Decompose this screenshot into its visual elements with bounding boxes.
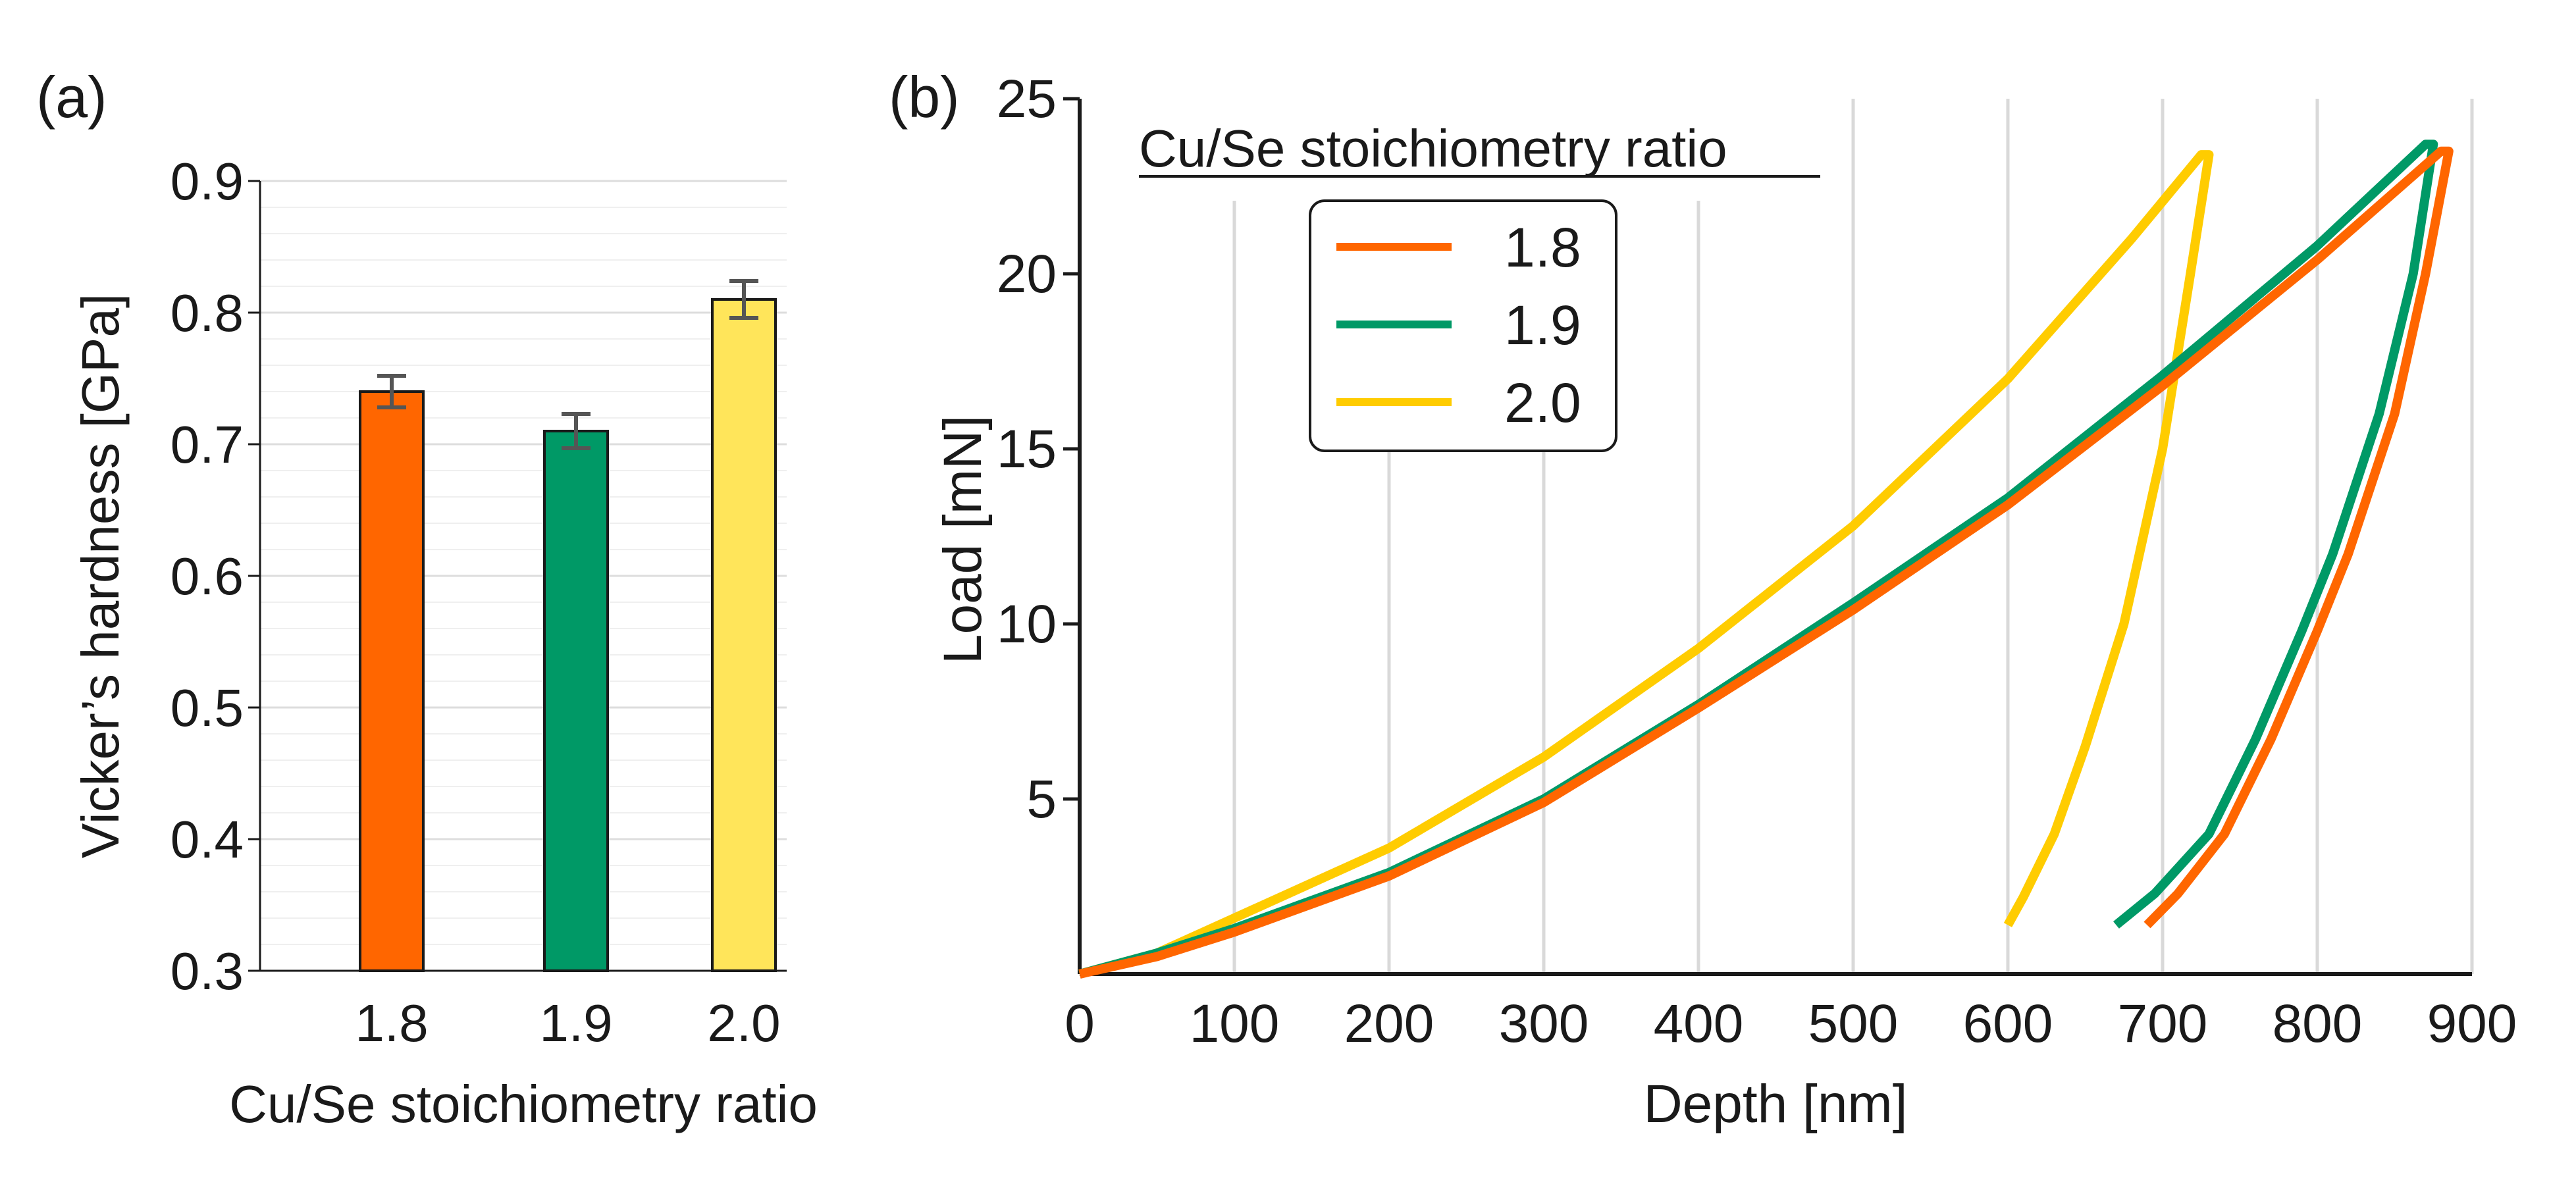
line-chart-x-tick-label: 400 xyxy=(1654,994,1744,1054)
line-chart-x-label: Depth [nm] xyxy=(1643,1074,1907,1134)
bar-chart-x-label: Cu/Se stoichiometry ratio xyxy=(229,1075,818,1133)
series-line-1.8 xyxy=(1078,146,2454,979)
legend-label-1.8: 1.8 xyxy=(1504,217,1581,278)
line-chart-x-tick-label: 800 xyxy=(2273,994,2363,1054)
line-chart-y-tick-label: 20 xyxy=(997,244,1057,304)
bar-chart-bars xyxy=(359,279,777,972)
line-chart-x-tick-label: 700 xyxy=(2118,994,2208,1054)
series-line-1.9 xyxy=(1078,140,2438,979)
legend-label-1.9: 1.9 xyxy=(1504,294,1581,356)
line-chart-y-tick-label: 15 xyxy=(997,419,1057,479)
line-chart-y-tick-label: 10 xyxy=(997,594,1057,654)
bar-chart-gridlines xyxy=(260,180,787,972)
line-chart-x-tick-label: 100 xyxy=(1190,994,1280,1054)
line-chart-x-tick-label: 300 xyxy=(1499,994,1589,1054)
line-chart-y-tick-label: 25 xyxy=(997,69,1057,129)
bar-chart-y-tick-label: 0.3 xyxy=(171,942,244,1000)
bar-chart-x-tick-label: 1.8 xyxy=(355,994,428,1052)
legend-label-2.0: 2.0 xyxy=(1504,372,1581,434)
line-chart: 5 10 15 20 25 0 100 200 300 400 500 600 700 800 900 D… xyxy=(933,69,2517,1134)
bar-chart-y-tick-label: 0.8 xyxy=(171,284,244,342)
bar-chart: 0.3 0.4 0.5 0.6 0.7 0.8 0.9 1.8 1.9 2.0 Cu/Se st… xyxy=(71,152,818,1133)
line-chart-x-tick-label: 0 xyxy=(1065,994,1095,1054)
bar-2.0 xyxy=(711,298,777,972)
bar-chart-y-label: Vicker’s hardness [GPa] xyxy=(71,294,130,858)
series-line-2.0 xyxy=(1078,150,2214,979)
line-chart-y-label: Load [mN] xyxy=(933,415,993,664)
bar-1.8 xyxy=(359,390,425,972)
bar-chart-y-tick-label: 0.7 xyxy=(171,415,244,474)
bar-chart-y-tick-label: 0.4 xyxy=(171,810,244,869)
panel-a-label: (a) xyxy=(36,64,107,130)
legend-items: 1.8 1.9 2.0 xyxy=(1336,217,1581,434)
legend-box xyxy=(1309,199,1617,452)
bar-chart-x-tick-label: 1.9 xyxy=(539,994,612,1052)
bar-chart-y-ticks: 0.3 0.4 0.5 0.6 0.7 0.8 0.9 xyxy=(171,152,260,1000)
line-chart-x-ticks: 0 100 200 300 400 500 600 700 800 900 xyxy=(1065,994,2517,1054)
line-chart-x-tick-label: 500 xyxy=(1808,994,1899,1054)
bar-chart-x-ticks: 1.8 1.9 2.0 xyxy=(355,994,780,1052)
legend-title: Cu/Se stoichiometry ratio xyxy=(1139,119,1727,178)
line-chart-x-tick-label: 600 xyxy=(1963,994,2053,1054)
bar-chart-y-tick-label: 0.5 xyxy=(171,679,244,737)
panel-b-label: (b) xyxy=(889,64,960,130)
line-chart-y-ticks: 5 10 15 20 25 xyxy=(997,69,1080,829)
bar-1.9 xyxy=(543,430,609,972)
line-chart-x-tick-label: 900 xyxy=(2427,994,2517,1054)
line-chart-y-tick-label: 5 xyxy=(1026,769,1057,829)
line-chart-series xyxy=(1078,140,2454,979)
bar-chart-y-tick-label: 0.6 xyxy=(171,547,244,605)
bar-chart-y-tick-label: 0.9 xyxy=(171,152,244,211)
legend: Cu/Se stoichiometry ratio 1.8 1.9 2.0 xyxy=(1139,119,1820,452)
bar-chart-x-tick-label: 2.0 xyxy=(707,994,780,1052)
line-chart-x-tick-label: 200 xyxy=(1344,994,1434,1054)
